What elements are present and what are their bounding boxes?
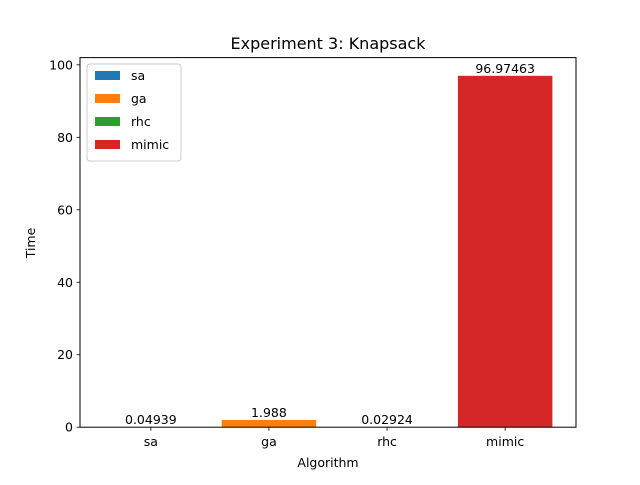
- legend-swatch-ga: [95, 94, 120, 103]
- y-tick-label: 80: [57, 130, 73, 145]
- x-tick-label: mimic: [486, 434, 524, 449]
- legend-swatch-rhc: [95, 117, 120, 126]
- legend-swatch-sa: [95, 71, 120, 80]
- data-label: 0.04939: [125, 412, 177, 427]
- x-tick-label: ga: [261, 434, 277, 449]
- data-label: 1.988: [251, 405, 287, 420]
- bar-mimic: [458, 76, 552, 427]
- y-tick-label: 0: [65, 420, 73, 435]
- y-tick-label: 60: [57, 202, 73, 217]
- data-label: 0.02924: [361, 412, 413, 427]
- legend-swatch-mimic: [95, 140, 120, 149]
- legend-label: mimic: [131, 137, 169, 152]
- y-tick-label: 20: [57, 347, 73, 362]
- legend-label: sa: [131, 68, 145, 83]
- bar-ga: [222, 420, 316, 427]
- legend: sa ga rhc mimic: [87, 64, 181, 161]
- legend-label: ga: [131, 91, 147, 106]
- x-tick-label: sa: [144, 434, 158, 449]
- y-tick-label: 100: [49, 57, 73, 72]
- data-label: 96.97463: [475, 61, 535, 76]
- x-tick-label: rhc: [377, 434, 397, 449]
- y-axis-label: Time: [23, 227, 38, 259]
- y-tick-label: 40: [57, 275, 73, 290]
- x-axis-label: Algorithm: [297, 455, 358, 470]
- legend-label: rhc: [131, 114, 151, 129]
- chart-title: Experiment 3: Knapsack: [231, 34, 427, 53]
